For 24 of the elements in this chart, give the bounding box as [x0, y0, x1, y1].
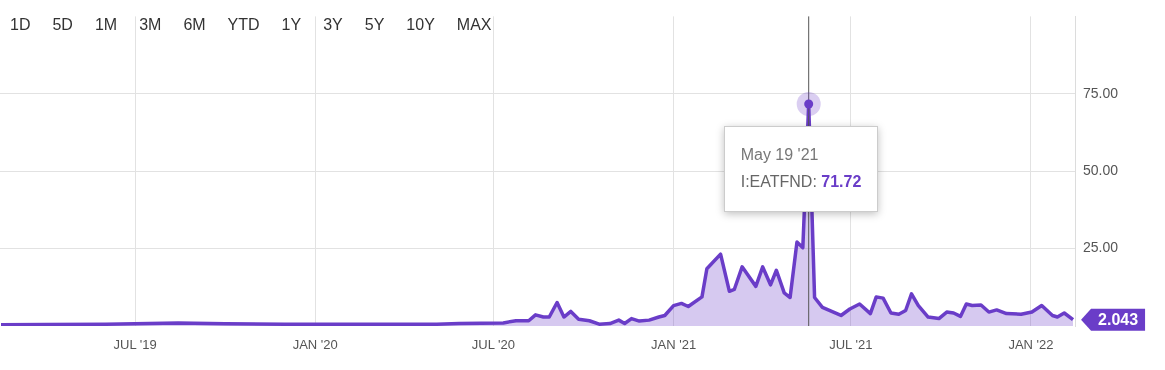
- annotation: 6M: [183, 16, 206, 34]
- x-tick-label: JAN '22: [1008, 337, 1054, 353]
- annotation: 1Y: [281, 16, 302, 34]
- annotation: 1D: [10, 16, 31, 34]
- y-tick-label: 25.00: [1083, 239, 1119, 256]
- annotation: 2.043: [1098, 311, 1139, 329]
- annotation: 5Y: [364, 16, 385, 34]
- x-tick-label: JAN '20: [292, 337, 338, 353]
- annotation: 3Y: [323, 16, 343, 34]
- y-tick-label: 50.00: [1083, 162, 1119, 179]
- annotation: May 19 '21: [740, 144, 820, 165]
- annotation: 10Y: [406, 16, 435, 34]
- y-tick-label: 75.00: [1083, 84, 1119, 101]
- annotation: 5D: [52, 16, 73, 34]
- x-tick-label: JUL '19: [113, 337, 157, 353]
- x-tick-label: JAN '21: [651, 337, 697, 353]
- x-tick-label: JUL '21: [829, 337, 873, 353]
- annotation: YTD: [227, 16, 260, 34]
- annotation: 3M: [139, 16, 162, 34]
- tooltip-box: May 19 '21 I:EATFND: 71.72: [723, 125, 879, 212]
- annotation: MAX: [456, 16, 492, 34]
- x-tick-label: JUL '20: [471, 337, 516, 353]
- annotation: 1M: [94, 16, 118, 34]
- annotation: I:EATFND: 71.72: [740, 172, 862, 190]
